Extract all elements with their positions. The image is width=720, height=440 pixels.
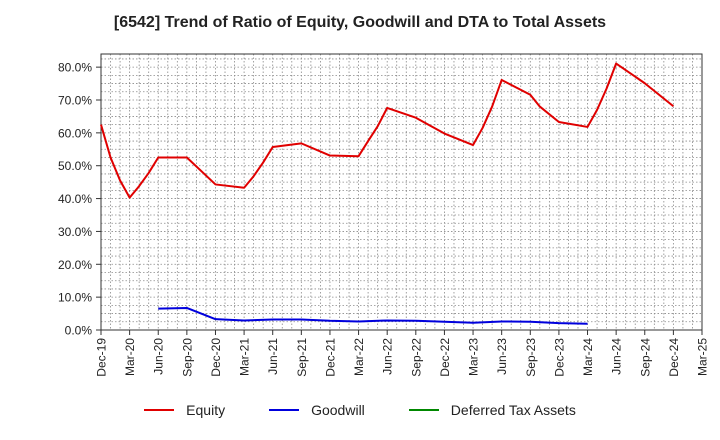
x-tick-label: Jun-24 [610, 338, 624, 375]
x-tick-label: Jun-22 [381, 338, 395, 375]
x-tick-label: Dec-20 [209, 338, 223, 377]
x-tick-label: Dec-21 [323, 338, 337, 377]
plot-area-frame [100, 53, 703, 331]
x-tick-label: Dec-19 [95, 338, 109, 377]
x-tick-label: Mar-20 [123, 338, 137, 376]
series-lines [100, 62, 675, 325]
x-tick-label: Sep-22 [409, 338, 423, 377]
legend-label: Goodwill [311, 402, 365, 418]
legend-item-goodwill: Goodwill [269, 402, 365, 418]
y-tick-label: 40.0% [58, 192, 92, 206]
y-tick-label: 10.0% [58, 291, 92, 305]
x-tick-label: Jun-21 [266, 338, 280, 375]
x-tick-label: Dec-24 [667, 338, 681, 377]
chart-title: [6542] Trend of Ratio of Equity, Goodwil… [113, 14, 607, 31]
legend: Equity Goodwill Deferred Tax Assets [0, 402, 720, 418]
x-tick-label: Jun-23 [495, 338, 509, 375]
y-tick-label: 0.0% [65, 324, 93, 338]
x-axis: Dec-19 Mar-20 Jun-20 Sep-20 Dec-20 Mar-21 Jun-… [95, 330, 710, 377]
x-tick-label: Dec-23 [552, 338, 566, 377]
x-tick-label: Mar-23 [467, 338, 481, 376]
y-tick-label: 80.0% [58, 61, 92, 75]
legend-label: Deferred Tax Assets [450, 402, 576, 418]
legend-item-deferred-tax-assets: Deferred Tax Assets [408, 402, 576, 418]
legend-swatch [269, 409, 300, 411]
series-line-equity [100, 62, 675, 199]
x-tick-label: Sep-21 [295, 338, 309, 377]
legend-label: Equity [186, 402, 226, 418]
grid-lines [101, 54, 702, 330]
y-tick-label: 60.0% [58, 126, 92, 140]
x-tick-label: Sep-20 [180, 338, 194, 377]
x-tick-label: Jun-20 [152, 338, 166, 375]
y-tick-label: 20.0% [58, 258, 92, 272]
series-line-goodwill [158, 306, 588, 325]
x-tick-label: Sep-24 [638, 338, 652, 377]
x-tick-label: Mar-24 [581, 338, 595, 376]
y-tick-label: 70.0% [58, 94, 92, 108]
y-axis: 0.0% 10.0% 20.0% 30.0% 40.0% 50.0% 60.0% 70.0% 8… [58, 61, 101, 338]
x-tick-label: Mar-21 [238, 338, 252, 376]
legend-swatch [144, 409, 175, 411]
x-tick-label: Sep-23 [524, 338, 538, 377]
x-tick-label: Dec-22 [438, 338, 452, 377]
legend-swatch [408, 409, 439, 411]
y-tick-label: 30.0% [58, 225, 92, 239]
y-tick-label: 50.0% [58, 159, 92, 173]
x-tick-label: Mar-25 [696, 338, 710, 376]
legend-item-equity: Equity [144, 402, 225, 418]
x-tick-label: Mar-22 [352, 338, 366, 376]
